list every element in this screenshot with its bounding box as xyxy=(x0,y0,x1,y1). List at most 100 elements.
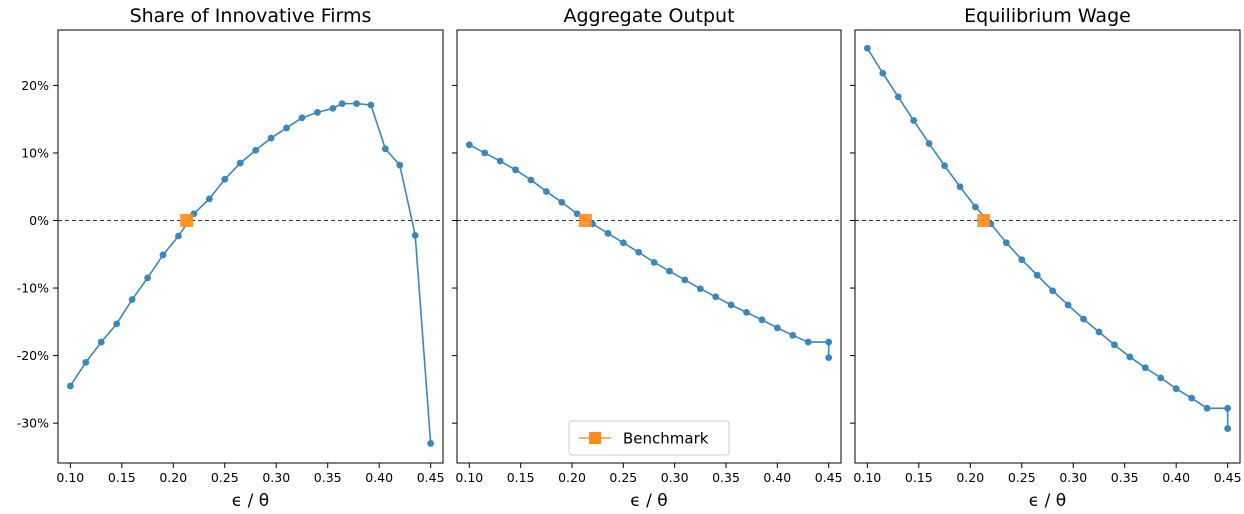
x-tick-label: 0.40 xyxy=(763,470,791,485)
chart-panel-3: Equilibrium Wage 0.10 0.15 0.20 0.25 0.30 0.35… xyxy=(850,5,1242,511)
x-tick-label: 0.45 xyxy=(417,470,445,485)
legend-benchmark-marker xyxy=(589,432,601,444)
data-point xyxy=(666,267,673,275)
plot-frame xyxy=(57,29,444,464)
x-tick-label: 0.25 xyxy=(211,470,239,485)
data-point xyxy=(863,44,871,52)
data-point xyxy=(804,338,812,346)
data-point xyxy=(353,100,360,108)
data-point xyxy=(527,176,535,184)
x-tick-label: 0.20 xyxy=(956,470,984,485)
data-point xyxy=(236,159,244,167)
data-point xyxy=(338,100,346,108)
benchmark-marker xyxy=(578,213,592,227)
data-point xyxy=(650,258,658,266)
data-point xyxy=(1064,301,1072,309)
y-tick-label: 20% xyxy=(21,78,49,93)
data-point xyxy=(221,175,229,183)
data-point xyxy=(1203,404,1211,412)
data-point xyxy=(789,331,797,339)
data-point xyxy=(411,231,419,239)
x-tick-label: 0.20 xyxy=(159,470,187,485)
data-point xyxy=(314,109,321,116)
series-line xyxy=(69,102,432,444)
data-point xyxy=(1141,364,1149,372)
data-point xyxy=(82,358,90,366)
x-tick-label: 0.15 xyxy=(905,470,933,485)
data-point xyxy=(298,114,306,122)
data-point xyxy=(604,229,612,237)
data-point xyxy=(128,296,136,303)
x-tick-label: 0.40 xyxy=(365,470,393,485)
data-point xyxy=(396,161,404,169)
data-point xyxy=(144,274,151,282)
data-point xyxy=(465,141,473,149)
data-point xyxy=(542,188,550,195)
data-point xyxy=(972,203,979,211)
data-point xyxy=(910,117,918,124)
data-point xyxy=(267,134,275,142)
data-point xyxy=(1080,315,1087,323)
x-tick-label: 0.45 xyxy=(1214,470,1242,485)
data-point xyxy=(175,232,182,240)
data-point xyxy=(619,239,627,247)
x-tick-label: 0.30 xyxy=(661,470,689,485)
data-point xyxy=(743,308,750,316)
y-tick-label: -10% xyxy=(17,281,49,296)
x-tick-label: 0.20 xyxy=(558,470,586,485)
x-tick-label: 0.35 xyxy=(1111,470,1139,485)
data-point xyxy=(512,166,519,174)
data-point xyxy=(381,145,389,153)
data-point xyxy=(481,149,489,157)
y-tick-label: 10% xyxy=(21,145,49,160)
data-point xyxy=(879,69,887,77)
y-tick-label: -20% xyxy=(17,348,49,363)
data-point xyxy=(696,285,704,293)
chart-title: Aggregate Output xyxy=(563,5,734,27)
plot-frame xyxy=(456,29,842,464)
data-point xyxy=(1049,287,1057,295)
series-line xyxy=(866,47,1228,410)
x-tick-label: 0.15 xyxy=(108,470,136,485)
plot-frame xyxy=(854,29,1241,464)
y-tick-label: 0% xyxy=(29,213,49,228)
chart-title: Share of Innovative Firms xyxy=(130,5,372,27)
x-tick-label: 0.25 xyxy=(1008,470,1036,485)
data-point xyxy=(941,162,948,170)
data-point xyxy=(773,324,781,332)
data-point xyxy=(925,140,933,147)
x-tick-label: 0.10 xyxy=(56,470,84,485)
benchmark-marker xyxy=(180,213,194,227)
chart-panel-1: Share of Innovative Firms 0.10 0.15 0.20 0.2… xyxy=(17,5,445,511)
data-point xyxy=(252,146,260,154)
data-point xyxy=(427,440,435,447)
data-point xyxy=(635,248,643,256)
y-tick-label: -30% xyxy=(17,416,49,431)
x-tick-label: 0.30 xyxy=(1059,470,1087,485)
data-point xyxy=(367,101,375,109)
data-point xyxy=(1111,341,1118,349)
chart-title: Equilibrium Wage xyxy=(964,5,1131,27)
data-point xyxy=(1188,394,1196,402)
data-point xyxy=(825,354,833,362)
data-point xyxy=(496,157,504,165)
x-tick-label: 0.35 xyxy=(314,470,342,485)
data-point xyxy=(66,382,74,390)
legend-label: Benchmark xyxy=(623,430,709,448)
data-point xyxy=(97,338,105,346)
data-point xyxy=(558,198,566,206)
legend-box xyxy=(568,420,730,456)
x-tick-label: 0.25 xyxy=(609,470,637,485)
x-axis-label: ϵ / θ xyxy=(630,491,667,511)
data-point xyxy=(956,183,964,191)
x-tick-label: 0.10 xyxy=(853,470,881,485)
data-point xyxy=(758,316,766,324)
benchmark-marker xyxy=(977,213,991,227)
x-tick-label: 0.35 xyxy=(712,470,740,485)
x-tick-label: 0.30 xyxy=(262,470,290,485)
chart-panel-2: Aggregate Output 0.10 0.15 0.20 0.25 0.30 0.35… xyxy=(452,5,843,511)
data-point xyxy=(1126,353,1134,361)
x-tick-label: 0.15 xyxy=(507,470,535,485)
legend: Benchmark xyxy=(568,420,730,456)
